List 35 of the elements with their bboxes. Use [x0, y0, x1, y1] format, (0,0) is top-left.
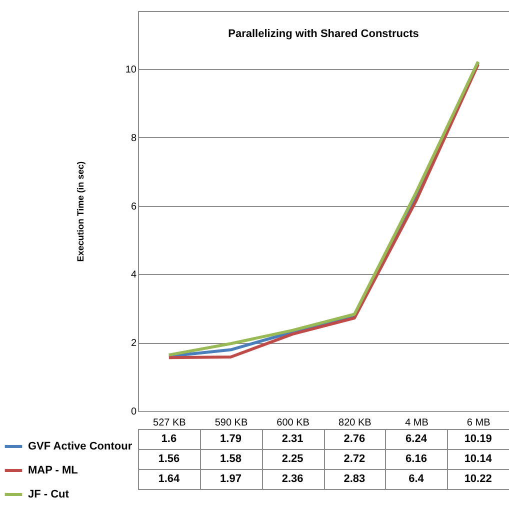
data-label: 1.97 [220, 473, 242, 485]
data-label: 1.58 [220, 453, 242, 465]
data-label: 2.72 [344, 453, 366, 465]
y-tick-label: 4 [130, 270, 137, 281]
data-label: 10.19 [464, 433, 492, 445]
data-label: 6.24 [406, 433, 428, 445]
data-label: 2.25 [282, 453, 304, 465]
y-tick-label: 0 [130, 406, 137, 418]
y-tick-label: 2 [130, 338, 137, 350]
data-label: 10.14 [464, 453, 493, 465]
data-label: 1.56 [158, 453, 180, 465]
data-label: 1.64 [158, 473, 180, 485]
y-axis-title: Execution Time (in sec) [75, 161, 86, 262]
x-tick-label: 4 MB [405, 418, 429, 428]
text: Parallelizing with Shared Constructs [228, 28, 419, 40]
y-tick-label: 6 [130, 201, 137, 212]
legend-label: MAP - ML [28, 464, 78, 476]
data-label: 2.31 [282, 433, 304, 445]
legend-label: JF - Cut [28, 488, 70, 500]
x-tick-label: 527 KB [153, 418, 186, 428]
data-label: 6.16 [406, 453, 427, 465]
data-label: 1.6 [161, 433, 177, 445]
legend-label: GVF Active Contour [28, 440, 133, 452]
y-tick-label: 10 [125, 64, 137, 76]
x-tick-label: 820 KB [338, 418, 372, 428]
x-tick-label: 6 MB [466, 418, 491, 428]
data-label: 6.4 [408, 473, 425, 485]
data-label: 2.83 [344, 473, 366, 485]
data-label: 2.36 [282, 473, 304, 485]
data-label: 2.76 [344, 433, 366, 445]
x-tick-label: 590 KB [214, 418, 248, 428]
x-tick-label: 600 KB [276, 418, 310, 428]
data-label: 10.22 [464, 473, 492, 485]
data-label: 1.79 [220, 433, 242, 445]
y-tick-label: 8 [130, 132, 137, 144]
